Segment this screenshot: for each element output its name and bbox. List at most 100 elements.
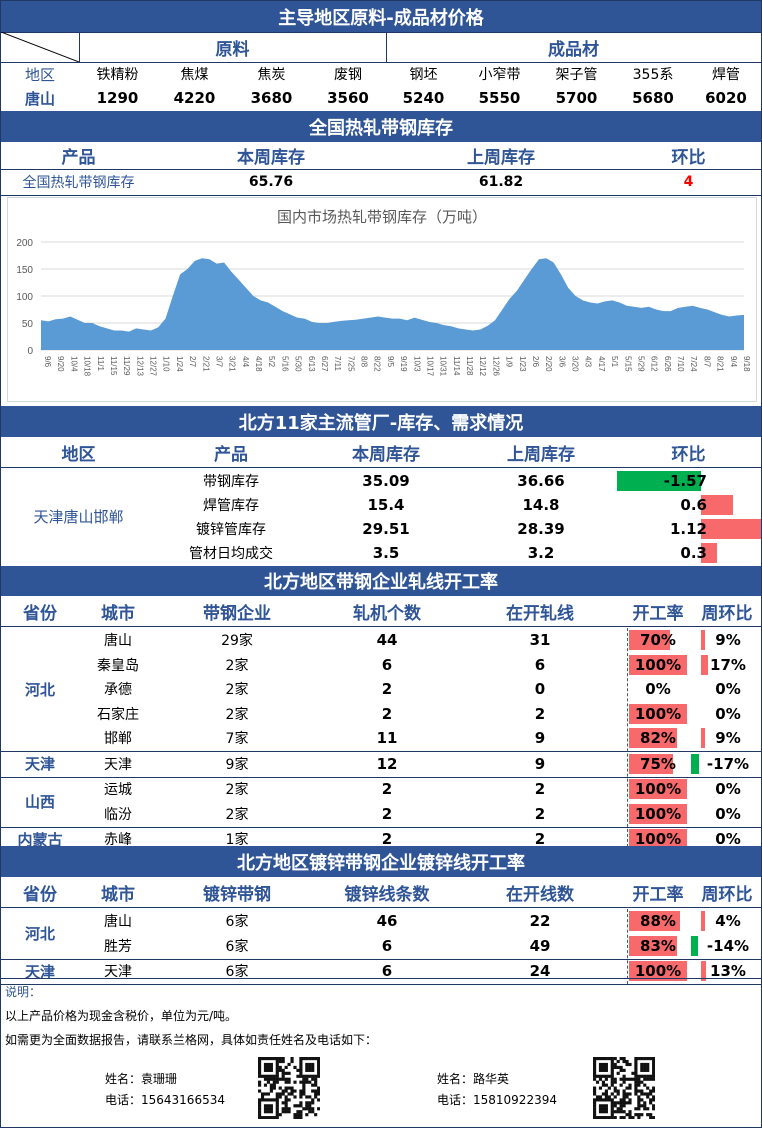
x-tick-label: 5/30: [294, 356, 303, 372]
contact1-phone: 电话：15643166534: [105, 1093, 225, 1107]
line-count: 6: [381, 655, 393, 674]
price-value: 5680: [632, 89, 674, 107]
city-name: 承德: [104, 682, 132, 698]
x-tick-label: 8/7: [702, 356, 711, 368]
line-count: 2: [381, 680, 393, 698]
wow-value: 0%: [715, 830, 741, 848]
province-name: 内蒙古: [17, 830, 63, 849]
section-title-inventory: 全国热轧带钢库存: [1, 111, 761, 142]
wow-value: -14%: [706, 936, 750, 955]
company-count: 2家: [225, 706, 249, 723]
inventory-change: 4: [683, 174, 694, 190]
x-tick-label: 12/13: [135, 356, 144, 377]
y-tick-label: 50: [22, 319, 34, 330]
x-tick-label: 3/7: [214, 356, 223, 368]
col-this-week: 本周库存: [237, 148, 305, 168]
col-change: 环比: [671, 444, 706, 465]
open-lines: 2: [534, 830, 546, 848]
line-count: 6: [381, 936, 393, 955]
rate-value: 70%: [640, 631, 676, 649]
y-tick-label: 150: [16, 265, 33, 276]
y-tick-label: 0: [27, 346, 33, 357]
open-lines: 31: [529, 631, 551, 649]
x-tick-label: 7/11: [333, 356, 342, 372]
x-tick-label: 6/27: [320, 356, 329, 372]
city-name: 天津: [104, 964, 132, 980]
x-tick-label: 6/12: [650, 356, 659, 372]
wow-value: 0%: [715, 704, 741, 723]
pipe-last-week: 14.8: [522, 496, 560, 514]
province-name: 天津: [24, 962, 55, 981]
line-count: 46: [376, 912, 398, 930]
line-count: 6: [381, 962, 393, 980]
price-value: 5700: [555, 89, 598, 107]
x-tick-label: 11/29: [122, 356, 131, 376]
contact2-name: 姓名：路华英: [437, 1072, 510, 1086]
wow-value: 0%: [715, 780, 741, 798]
rate-value: 100%: [634, 962, 682, 980]
price-item-name: 钢坯: [409, 67, 438, 83]
x-tick-label: 4/3: [584, 356, 593, 368]
price-value: 5240: [402, 89, 445, 107]
col-open: 在开线数: [506, 884, 574, 905]
city-name: 赤峰: [104, 832, 132, 848]
pipe-last-week: 36.66: [517, 472, 565, 490]
price-value: 5550: [478, 89, 521, 107]
x-tick-label: 8/22: [373, 356, 382, 372]
line-count: 2: [381, 830, 393, 848]
rate-bar: [629, 630, 670, 650]
pipe-this-week: 15.4: [367, 496, 405, 514]
rate-value: 82%: [640, 729, 676, 747]
x-tick-label: 10/17: [425, 356, 434, 377]
pipe-region: 天津唐山邯郸: [33, 507, 124, 526]
region-label: 唐山: [24, 89, 55, 108]
company-count: 2家: [225, 806, 249, 823]
inventory-last-week: 61.82: [478, 174, 524, 190]
price-value: 1290: [96, 89, 139, 107]
wow-bar: [701, 961, 707, 981]
x-tick-label: 11/1: [96, 356, 105, 372]
x-tick-label: 7/24: [689, 356, 698, 372]
city-name: 唐山: [104, 633, 132, 649]
pipe-change-bar: [617, 471, 701, 491]
col-count: 轧机个数: [353, 603, 421, 624]
x-tick-label: 10/18: [83, 356, 92, 377]
pipe-last-week: 3.2: [527, 544, 555, 562]
x-tick-label: 2/6: [531, 356, 540, 368]
x-tick-label: 3/20: [571, 356, 580, 372]
pipe-product: 带钢库存: [203, 474, 259, 490]
open-lines: 6: [534, 655, 546, 674]
price-item-name: 焊管: [712, 67, 740, 83]
x-tick-label: 12/26: [491, 356, 500, 377]
price-value: 3560: [327, 89, 369, 107]
finished-goods-header: 成品材: [548, 39, 599, 60]
city-name: 秦皇岛: [97, 657, 139, 674]
wow-value: 17%: [710, 655, 746, 674]
inventory-product-name: 全国热轧带钢库存: [22, 175, 135, 191]
province-name: 河北: [24, 925, 55, 943]
wow-bar: [691, 935, 698, 956]
line-count: 2: [381, 704, 393, 723]
col-product: 产品: [61, 148, 96, 168]
line-count: 2: [381, 780, 393, 798]
col-this-week: 本周库存: [352, 444, 420, 465]
price-value: 3680: [250, 89, 293, 107]
x-tick-label: 7/10: [676, 356, 685, 372]
x-tick-label: 9/4: [729, 356, 738, 368]
company-count: 7家: [225, 731, 249, 747]
pipe-product: 镀锌管库存: [196, 522, 266, 538]
rate-bar: [629, 753, 673, 774]
wow-value: 9%: [715, 729, 741, 747]
col-last-week: 上周库存: [507, 444, 575, 465]
col-company: 带钢企业: [203, 603, 271, 624]
rate-value: 83%: [640, 936, 676, 955]
province-name: 山西: [24, 793, 55, 811]
inventory-chart: 国内市场热轧带钢库存（万吨） 0 50 100 150 200 9/6 9/20 10/4 10…: [7, 197, 757, 402]
city-name: 石家庄: [97, 706, 139, 723]
rate-value: 100%: [634, 830, 682, 848]
rate-bar: [629, 654, 687, 675]
price-item-name: 架子管: [555, 67, 598, 83]
line-count: 11: [376, 729, 398, 747]
col-city: 城市: [101, 603, 135, 624]
price-item-name: 废钢: [334, 67, 362, 83]
